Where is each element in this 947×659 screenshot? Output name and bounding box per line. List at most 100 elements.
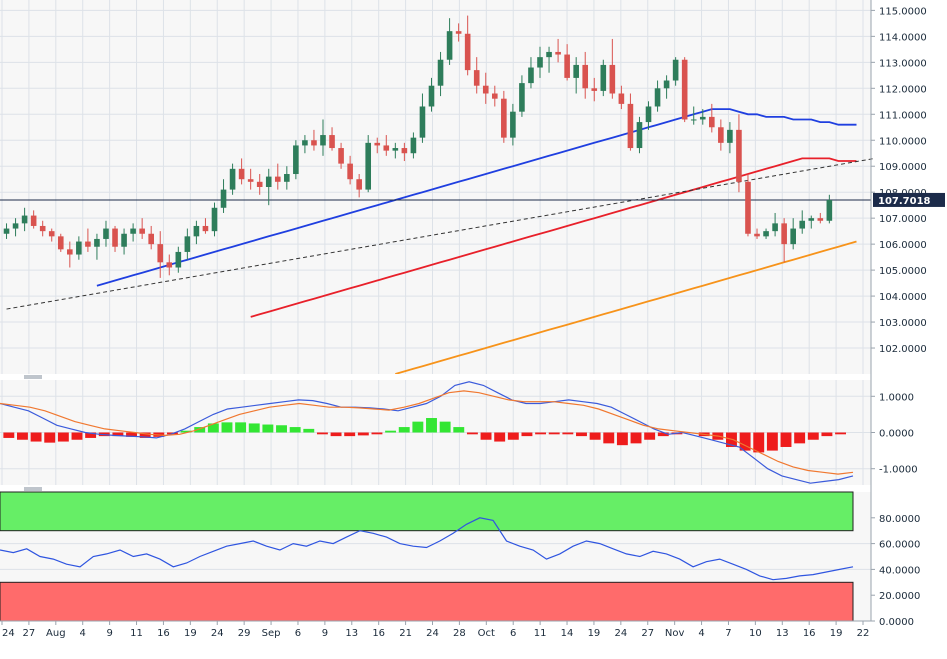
y-tick-label: 80.0000	[879, 514, 920, 525]
x-tick-label: 4	[698, 628, 704, 639]
macd-histogram-bar	[276, 425, 287, 433]
candle-up	[392, 148, 399, 151]
rsi-line	[0, 517, 854, 581]
x-tick-label: 28	[453, 628, 466, 639]
macd-histogram-bar	[753, 432, 765, 453]
macd-histogram-bar	[453, 427, 465, 433]
candle-down	[401, 148, 408, 154]
candle-down	[591, 88, 598, 91]
macd-histogram-bar	[289, 427, 301, 433]
candle-down	[311, 140, 317, 146]
candle-up	[293, 145, 299, 175]
candle-down	[464, 33, 471, 71]
y-tick-label: 113.0000	[879, 58, 927, 69]
macd-histogram-bar	[821, 432, 833, 437]
panel-separator[interactable]	[0, 374, 947, 380]
candle-down	[491, 93, 498, 99]
y-tick-label: 109.0000	[879, 162, 927, 173]
candle-down	[718, 127, 724, 143]
macd-histogram-bar	[248, 423, 260, 433]
x-tick-label: 19	[588, 628, 601, 639]
x-tick-label: Oct	[478, 628, 495, 639]
candle-up	[193, 225, 200, 237]
candle-up	[808, 218, 815, 221]
y-tick-label: 20.0000	[879, 591, 920, 602]
panel-resize-handle[interactable]	[24, 375, 42, 379]
x-tick-label: 6	[295, 628, 301, 639]
candle-up	[772, 223, 778, 232]
candle-up	[690, 119, 697, 121]
panel-separator[interactable]	[0, 485, 947, 492]
candle-up	[419, 106, 426, 138]
y-tick-label: -1.0000	[879, 465, 918, 476]
macd-histogram-bar	[562, 432, 574, 435]
panel-resize-handle[interactable]	[24, 487, 42, 491]
candle-up	[365, 142, 372, 190]
candle-down	[618, 93, 625, 104]
macd-histogram-bar	[780, 432, 792, 447]
candle-up	[265, 176, 272, 187]
candle-up	[284, 174, 290, 182]
x-tick-label: 4	[80, 628, 86, 639]
macd-histogram-bar	[412, 421, 424, 433]
candle-up	[510, 111, 516, 138]
candle-up	[528, 67, 534, 84]
candle-down	[473, 70, 480, 86]
x-tick-label: 9	[322, 628, 328, 639]
candle-up	[184, 236, 191, 252]
y-tick-label: 1.0000	[879, 392, 914, 403]
candle-down	[709, 116, 715, 128]
x-tick-label: 24	[211, 628, 224, 639]
macd-histogram-bar	[426, 418, 437, 433]
x-tick-label: 27	[23, 628, 36, 639]
last-price-label: 107.7018	[878, 196, 931, 207]
candle-down	[745, 181, 751, 234]
candle-down	[681, 59, 688, 120]
overbought-zone	[0, 491, 854, 532]
x-tick-label: 19	[830, 628, 843, 639]
ma-fast-line	[96, 108, 857, 287]
macd-histogram-bar	[112, 432, 124, 437]
candle-down	[781, 223, 787, 245]
y-tick-label: 102.0000	[879, 344, 927, 355]
y-tick-label: 40.0000	[879, 565, 920, 576]
x-tick-label: 13	[776, 628, 789, 639]
candle-up	[519, 83, 525, 112]
macd-histogram-bar	[139, 432, 151, 438]
x-tick-label: 24	[426, 628, 439, 639]
macd-histogram-bar	[303, 428, 315, 433]
y-tick-label: 60.0000	[879, 540, 920, 551]
candle-up	[12, 223, 19, 229]
candle-down	[736, 129, 742, 182]
candle-up	[537, 57, 543, 68]
candle-down	[347, 163, 353, 180]
x-tick-label: 13	[345, 628, 358, 639]
x-tick-label: 16	[157, 628, 170, 639]
y-tick-label: 0.0000	[879, 429, 914, 440]
x-tick-label: 14	[561, 628, 574, 639]
macd-histogram-bar	[3, 432, 15, 438]
x-tick-label: 27	[641, 628, 654, 639]
candle-up	[76, 241, 82, 255]
price-panel	[0, 0, 871, 374]
x-tick-label: Sep	[262, 628, 281, 639]
candle-up	[573, 64, 579, 78]
candle-down	[139, 228, 145, 234]
macd-histogram-bar	[657, 432, 669, 437]
y-tick-label: 104.0000	[879, 292, 927, 303]
y-tick-label: 103.0000	[879, 318, 927, 329]
candle-up	[21, 215, 28, 224]
x-tick-label: 29	[238, 628, 251, 639]
macd-histogram-bar	[221, 422, 233, 433]
x-tick-label: 21	[399, 628, 412, 639]
macd-histogram-bar	[180, 430, 192, 433]
macd-histogram-bar	[235, 422, 247, 433]
candle-up	[302, 140, 308, 146]
x-tick-label: 16	[803, 628, 816, 639]
ma-slow-line	[395, 240, 857, 375]
candle-up	[799, 220, 806, 229]
candle-up	[437, 59, 444, 86]
candle-down	[148, 233, 154, 245]
candle-up	[428, 85, 435, 107]
